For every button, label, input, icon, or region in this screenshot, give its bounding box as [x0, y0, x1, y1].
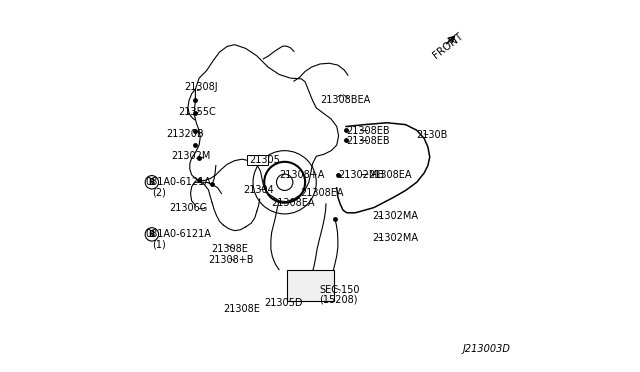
Text: 2130B: 2130B — [417, 130, 448, 140]
FancyBboxPatch shape — [246, 155, 268, 165]
FancyBboxPatch shape — [287, 270, 334, 301]
Text: 21308+B: 21308+B — [209, 256, 254, 265]
Text: SEC.150: SEC.150 — [319, 285, 360, 295]
Text: 21308BEA: 21308BEA — [320, 96, 371, 105]
Text: 21308EB: 21308EB — [346, 126, 390, 136]
Text: 21308+A: 21308+A — [279, 170, 324, 180]
Text: 21308EA: 21308EA — [271, 198, 314, 208]
Text: 21302M: 21302M — [172, 151, 211, 161]
Text: (2): (2) — [152, 188, 166, 198]
Text: 21304: 21304 — [244, 185, 275, 195]
Text: 081A0-6121A: 081A0-6121A — [145, 230, 211, 239]
Text: 21308E: 21308E — [211, 244, 248, 254]
Text: 21302MA: 21302MA — [372, 233, 418, 243]
Text: (15208): (15208) — [319, 295, 358, 304]
Text: 21308J: 21308J — [184, 83, 218, 92]
Text: 21302MB: 21302MB — [339, 170, 385, 180]
Text: B: B — [148, 178, 155, 187]
Text: (1): (1) — [152, 240, 166, 250]
Text: 21355C: 21355C — [179, 107, 216, 116]
Text: 21308EB: 21308EB — [346, 136, 390, 145]
Text: 21305: 21305 — [250, 155, 280, 165]
Text: J213003D: J213003D — [462, 344, 510, 354]
Text: B: B — [148, 230, 155, 239]
Text: 21308EA: 21308EA — [301, 189, 344, 198]
Text: 21302MA: 21302MA — [372, 211, 418, 221]
Text: 21305D: 21305D — [264, 298, 303, 308]
Text: 21320B: 21320B — [167, 129, 204, 139]
Text: 21308EA: 21308EA — [369, 170, 412, 180]
Text: 081A0-6121A: 081A0-6121A — [145, 177, 211, 187]
Text: 21306G: 21306G — [170, 203, 207, 213]
Text: 21308E: 21308E — [223, 304, 260, 314]
Text: FRONT: FRONT — [431, 31, 465, 60]
